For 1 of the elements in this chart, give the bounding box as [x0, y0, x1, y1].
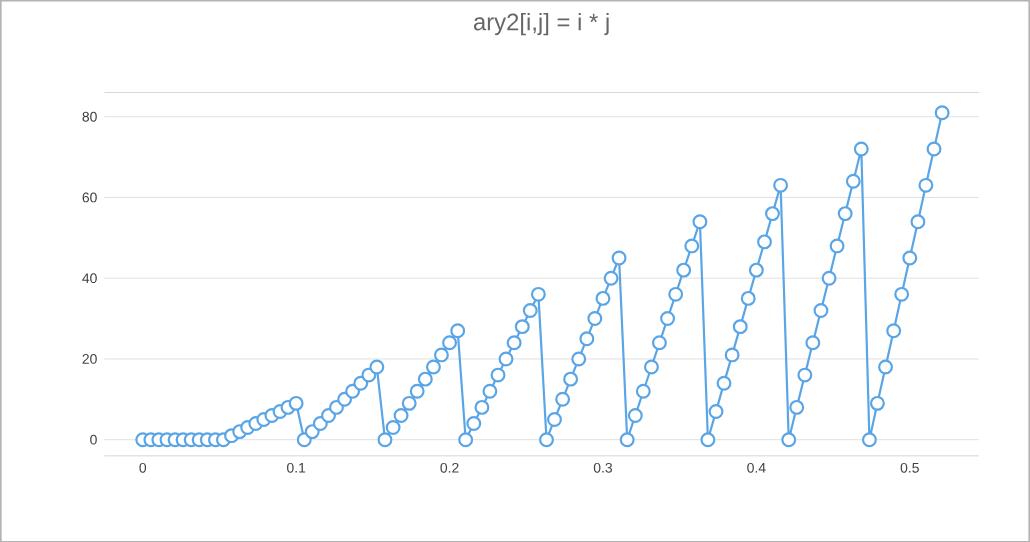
chart-title: ary2[i,j] = i * j [473, 12, 609, 35]
